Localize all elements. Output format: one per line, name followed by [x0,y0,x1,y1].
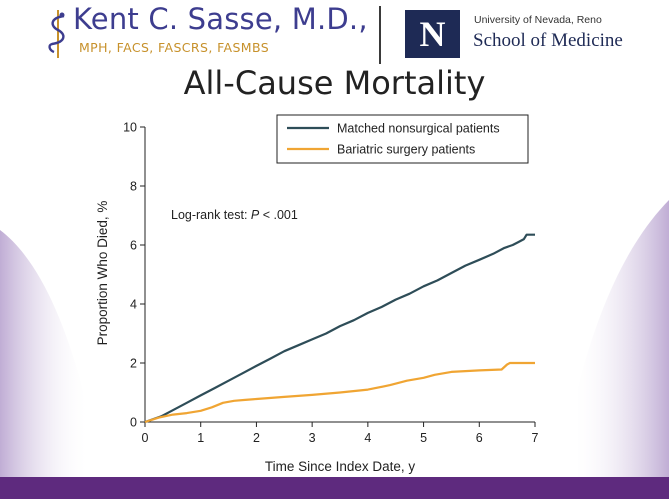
chart-legend: Matched nonsurgical patients Bariatric su… [276,114,529,164]
annotation-prefix: Log-rank test: [171,208,251,222]
y-axis-label: Proportion Who Died, % [95,201,110,346]
legend-box [276,114,529,164]
nonsurgical-series-line [144,233,535,424]
x-tick-label: 0 [142,431,149,445]
chart-panel [94,112,578,477]
x-tick-label: 2 [253,431,260,445]
y-tick-label: 6 [130,239,137,253]
university-name: University of Nevada, Reno [474,14,602,26]
unr-logo: N [405,10,460,58]
x-tick-label: 1 [197,431,204,445]
legend-label: Bariatric surgery patients [337,143,475,157]
y-tick-label: 2 [130,357,137,371]
y-tick-label: 4 [130,298,137,312]
x-tick-label: 4 [364,431,371,445]
annotation-p: P [251,208,260,222]
unr-logo-letter: N [419,14,446,54]
annotation-suffix: < .001 [259,208,298,222]
chart-axes: 0 1 2 3 4 5 6 7 0 2 4 6 8 10 [123,121,538,446]
x-tick-label: 6 [476,431,483,445]
caduceus-icon [48,10,65,58]
x-tick-label: 5 [420,431,427,445]
header-credentials: MPH, FACS, FASCRS, FASMBS [79,40,270,55]
y-tick-label: 10 [123,121,137,135]
log-rank-annotation: Log-rank test: P < .001 [171,208,298,222]
surgical-series-line [144,361,535,424]
header-name: Kent C. Sasse, M.D., [73,2,368,36]
slide-title: All-Cause Mortality [183,64,486,102]
x-tick-label: 7 [532,431,539,445]
y-tick-label: 8 [130,180,137,194]
x-tick-label: 3 [309,431,316,445]
y-tick-label: 0 [130,416,137,430]
footer-bar [0,477,669,499]
x-axis-label: Time Since Index Date, y [265,459,416,474]
header-divider [379,6,381,64]
chart-lines [144,233,535,424]
school-name: School of Medicine [473,30,623,51]
legend-label: Matched nonsurgical patients [337,122,500,136]
